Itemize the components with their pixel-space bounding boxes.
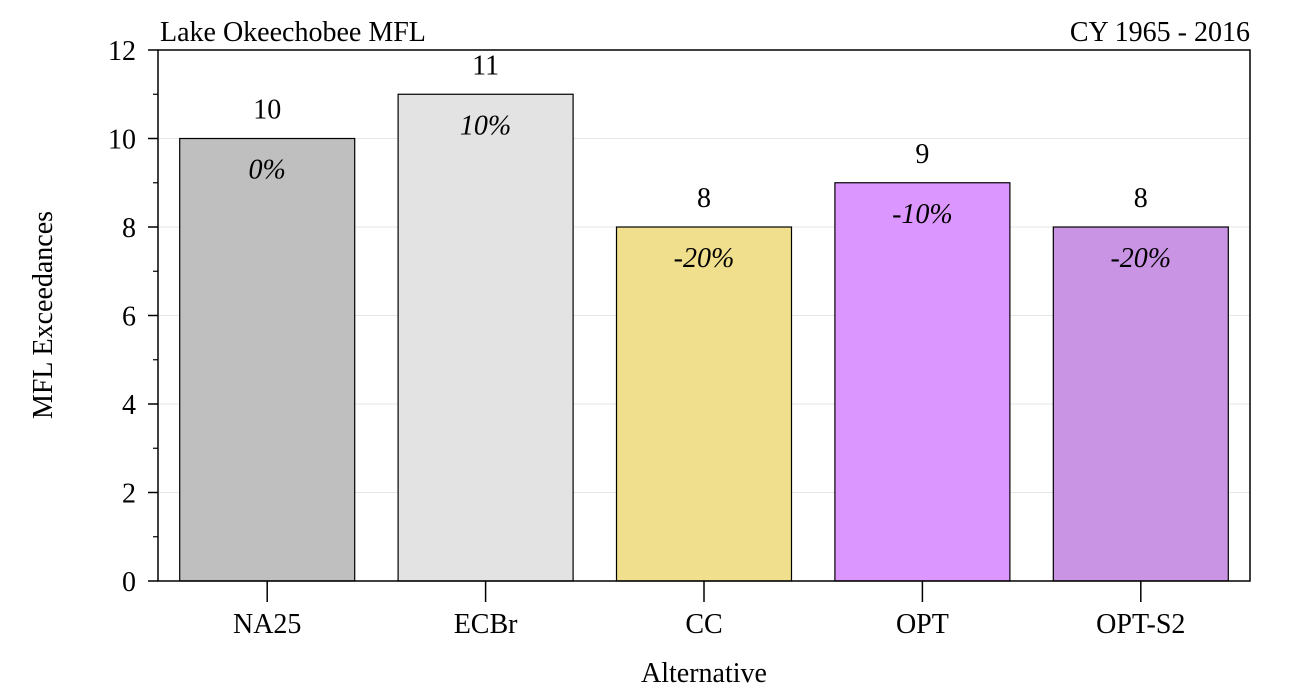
value-label: 10 [253,95,281,126]
y-axis-label: MFL Exceedances [28,211,59,419]
bar [397,93,574,582]
axes: 0 2 4 6 8 10 12 NA25 ECBr CC OPT OPT-S2 [108,36,1185,640]
x-tick-label: CC [685,609,722,640]
x-tick-label: OPT-S2 [1096,609,1185,640]
y-tick-label: 6 [122,302,136,333]
percent-label: 0% [249,155,286,186]
bar [1052,226,1229,582]
value-label: 9 [915,139,929,170]
percent-label: -10% [892,199,953,230]
value-label: 8 [697,183,711,214]
x-axis-label: Alternative [641,658,767,689]
y-tick-label: 4 [122,390,136,421]
bar [834,182,1011,582]
chart-title-left: Lake Okeechobee MFL [160,17,426,48]
value-label: 11 [472,50,499,81]
x-tick-label: NA25 [233,609,301,640]
bars [179,93,1229,582]
x-tick-label: ECBr [454,609,518,640]
chart-title-right: CY 1965 - 2016 [1070,17,1250,48]
x-tick-label: OPT [896,609,949,640]
bar [615,226,793,582]
percent-label: 10% [460,110,511,141]
y-tick-label: 8 [122,213,136,244]
data-labels: 10 0% 11 10% 8 -20% 9 -10% 8 -20% [249,50,1172,274]
value-label: 8 [1134,183,1148,214]
percent-label: -20% [1110,243,1171,274]
y-tick-label: 2 [122,479,136,510]
bar [179,137,356,582]
y-tick-label: 0 [122,567,136,598]
percent-label: -20% [674,243,735,274]
y-tick-label: 10 [108,125,136,156]
y-tick-label: 12 [108,36,136,67]
